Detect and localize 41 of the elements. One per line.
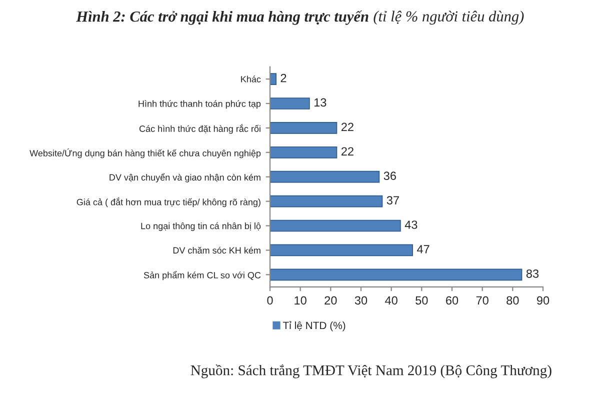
chart-subtitle: (tỉ lệ % người tiêu dùng) [374,10,524,25]
x-tick-label: 60 [446,296,458,305]
text: Nguồn: Sách trắng TMĐT Việt Nam 2019 (Bộ Công Thương) [190,364,552,378]
data-label: 37 [386,196,399,204]
bar [270,146,338,158]
data-label: 2 [280,74,286,82]
x-tick-label: 50 [416,296,428,305]
data-label: 43 [404,220,418,229]
bar [270,244,413,256]
bar [270,268,522,281]
data-label: 36 [384,172,396,180]
x-tick-label: 80 [506,296,519,305]
data-label: 83 [526,269,539,278]
y-tick-label: Các hình thức đặt hàng rắc rối [139,124,260,134]
bar [270,73,276,85]
bar [270,220,401,232]
data-label: 13 [314,98,326,107]
y-tick-label: Khác [241,76,261,82]
bar [270,170,380,183]
data-label: 47 [417,245,430,254]
y-tick-label: Hình thức thanh toán phức tạp [138,100,261,109]
data-label: 22 [341,122,354,131]
bar [270,195,383,208]
y-tick-label: Website/Ứng dụng bán hàng thiết kế chưa chuyên nghiệp [30,148,261,158]
bar [270,122,338,134]
x-tick-label: 20 [324,296,337,305]
chart-title: Hình 2: Các trở ngại khi mua hàng trực tuyến [76,10,368,25]
y-tick-label: DV chăm sóc KH kém [173,246,260,254]
y-tick-label: DV vận chuyển và giao nhận còn kém [110,173,260,182]
y-tick-label: Lo ngại thông tin cá nhân bị lộ [141,222,261,231]
y-tick-label: Sản phẩm kém CL so với QC [144,271,261,280]
x-tick-label: 0 [267,296,273,305]
data-label: 22 [341,147,354,156]
x-tick-label: 30 [354,296,368,305]
x-tick-label: 10 [294,296,306,305]
legend-label: Tỉ lệ NTD (%) [282,321,346,332]
y-tick-label: Giá cả ( đắt hơn mua trực tiếp/ không rõ ràng) [76,197,260,208]
bar [270,98,310,110]
x-tick-label: 40 [385,296,398,305]
x-tick-label: 70 [476,296,488,305]
x-tick-label: 90 [536,296,550,305]
